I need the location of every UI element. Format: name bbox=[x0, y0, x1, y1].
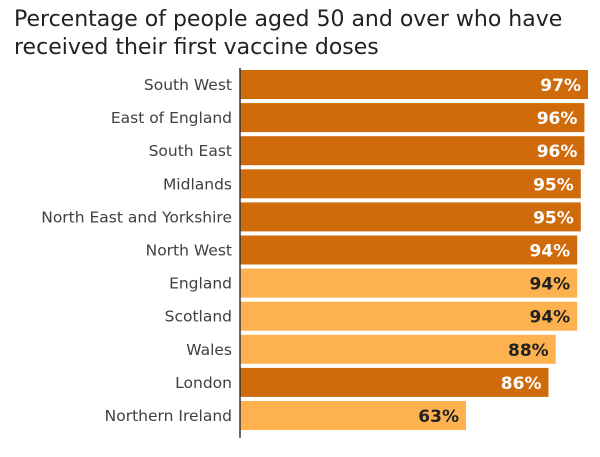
value-labels-group: 97% 96% 96% 95% 95% 94% 94% 94% 88% 86% 63% bbox=[418, 76, 581, 427]
bar bbox=[240, 367, 549, 397]
bar bbox=[240, 103, 585, 133]
value-label: 96% bbox=[537, 142, 578, 162]
chart-title: Percentage of people aged 50 and over wh… bbox=[14, 7, 563, 60]
category-label: Northern Ireland bbox=[105, 407, 232, 425]
category-label: England bbox=[169, 275, 232, 293]
category-label: Midlands bbox=[163, 175, 232, 193]
bar bbox=[240, 334, 556, 364]
bar bbox=[240, 169, 581, 199]
category-labels-group: South West East of England South East Midla… bbox=[41, 76, 232, 425]
bar bbox=[240, 235, 578, 265]
value-label: 95% bbox=[533, 208, 574, 228]
category-label: South West bbox=[144, 76, 232, 94]
bar bbox=[240, 70, 588, 99]
value-label: 94% bbox=[529, 275, 570, 295]
bar bbox=[240, 268, 578, 298]
category-label: North West bbox=[146, 242, 232, 260]
bar bbox=[240, 136, 585, 166]
category-label: South East bbox=[149, 142, 232, 160]
value-label: 96% bbox=[537, 109, 578, 129]
value-label: 94% bbox=[529, 308, 570, 328]
bar bbox=[240, 301, 578, 331]
category-label: Scotland bbox=[165, 308, 232, 326]
bar bbox=[240, 401, 466, 430]
value-label: 63% bbox=[418, 407, 459, 427]
value-label: 88% bbox=[508, 341, 549, 361]
category-label: London bbox=[175, 374, 232, 392]
bar bbox=[240, 202, 581, 232]
category-label: Wales bbox=[186, 341, 232, 359]
value-label: 86% bbox=[501, 374, 542, 394]
category-label: North East and Yorkshire bbox=[41, 208, 232, 226]
value-label: 95% bbox=[533, 175, 574, 195]
bars-group bbox=[240, 70, 588, 430]
value-label: 97% bbox=[540, 76, 581, 96]
value-label: 94% bbox=[529, 242, 570, 262]
category-label: East of England bbox=[111, 109, 232, 127]
